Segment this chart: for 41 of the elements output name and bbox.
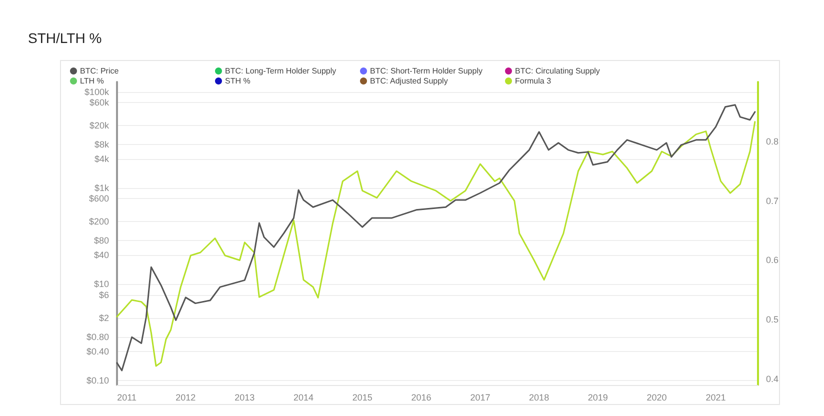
y-tick-label: $2 — [98, 312, 109, 323]
y2-tick-label: 0.4 — [766, 374, 779, 384]
legend-label: BTC: Adjusted Supply — [370, 76, 448, 86]
x-tick-label: 2018 — [529, 392, 550, 402]
y-tick-label: $1k — [94, 182, 110, 193]
y-tick-label: $10 — [94, 279, 109, 290]
y-tick-label: $4k — [94, 154, 110, 164]
y2-tick-label: 0.6 — [766, 255, 779, 266]
y-tick-label: $20k — [89, 120, 110, 130]
y2-tick-label: 0.5 — [766, 314, 779, 325]
x-tick-label: 2015 — [352, 392, 372, 402]
legend-label: Formula 3 — [515, 76, 552, 86]
x-tick-label: 2020 — [646, 392, 667, 402]
legend-label: BTC: Circulating Supply — [515, 66, 600, 76]
x-tick-label: 2019 — [588, 392, 608, 402]
y-tick-label: $80 — [94, 236, 109, 246]
y-tick-label: $600 — [88, 194, 109, 204]
x-tick-label: 2012 — [176, 392, 196, 402]
y-tick-label: $60k — [89, 97, 110, 108]
legend-label: BTC: Short-Term Holder Supply — [370, 66, 482, 76]
y2-tick-label: 0.7 — [766, 196, 779, 206]
y-tick-label: $40 — [94, 250, 109, 260]
y-tick-label: $100k — [84, 86, 110, 97]
x-tick-label: 2017 — [470, 392, 490, 402]
legend-label: STH % — [225, 76, 250, 86]
x-tick-label: 2021 — [706, 392, 726, 402]
y-tick-label: $6 — [98, 290, 109, 300]
legend-label: LTH % — [80, 76, 104, 86]
y-tick-label: $0.40 — [86, 346, 109, 356]
x-tick-label: 2016 — [411, 392, 432, 402]
x-tick-label: 2013 — [234, 392, 255, 402]
x-tick-label: 2014 — [294, 392, 314, 402]
legend-label: BTC: Long-Term Holder Supply — [225, 66, 336, 76]
y-tick-label: $200 — [88, 216, 109, 227]
y-tick-label: $0.80 — [86, 332, 109, 342]
y2-tick-label: 0.8 — [766, 136, 779, 146]
legend-label: BTC: Price — [80, 66, 120, 76]
y-tick-label: $0.10 — [86, 375, 109, 386]
y-tick-label: $8k — [94, 140, 110, 150]
chart-title: STH/LTH % — [28, 30, 102, 46]
x-tick-label: 2011 — [117, 392, 137, 402]
